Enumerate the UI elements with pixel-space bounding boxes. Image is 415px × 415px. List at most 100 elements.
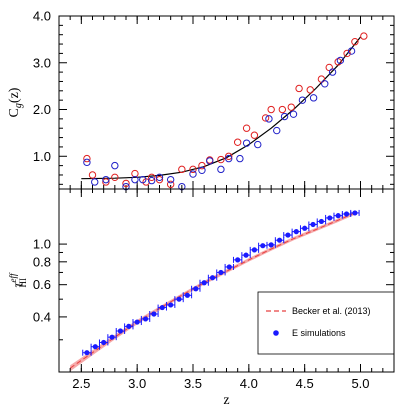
e-sim-point <box>243 252 249 258</box>
becker-line <box>69 212 356 369</box>
blue-open-circle-point <box>131 175 139 184</box>
red-open-circle-point <box>225 152 233 160</box>
top-panel-y-axis-title: Cg(z) <box>7 87 24 117</box>
red-open-circle-point <box>267 105 275 114</box>
e-sim-point <box>159 304 165 311</box>
bottom-panel-frame <box>58 188 395 373</box>
legend-becker-label: Becker et al. (2013) <box>292 306 371 316</box>
bottom-panel-x-tick-label: 3.5 <box>184 376 202 391</box>
e-sim-point <box>201 280 207 286</box>
red-open-circle-point <box>198 161 206 170</box>
blue-open-circle-point <box>206 157 214 165</box>
bottom-panel-x-tick-label: 2.5 <box>72 376 90 391</box>
blue-open-circle-point <box>166 175 175 184</box>
e-sim-point <box>117 328 124 334</box>
bottom-panel-x-tick-label: 4.0 <box>240 376 258 391</box>
red-open-circle-point <box>189 165 197 174</box>
blue-open-circle-point <box>91 178 99 186</box>
top-panel-y-tick-label: 3.0 <box>33 55 51 70</box>
e-sim-point <box>142 316 149 322</box>
bottom-panel-y-axis-title: τeffHI <box>8 272 28 288</box>
e-sim-point <box>343 211 350 217</box>
blue-open-circle-point <box>289 110 298 118</box>
red-open-circle-point <box>242 124 251 132</box>
e-sim-point <box>218 269 224 276</box>
top-panel-frame <box>58 15 395 190</box>
blue-open-circle-point <box>347 47 356 55</box>
red-open-circle-point <box>102 178 110 186</box>
red-open-circle-point <box>155 175 164 184</box>
bottom-panel: 0.4 0.6 0.8 1.0 2.5 3.0 3.5 4.0 4.5 5.0 Becker et … <box>8 188 395 408</box>
blue-open-circle-point <box>236 154 244 163</box>
x-axis-title: z <box>223 393 229 408</box>
e-sim-point <box>285 232 291 238</box>
e-sim-point <box>84 350 90 356</box>
blue-open-circle-point <box>336 56 345 65</box>
e-sim-point <box>168 302 174 308</box>
blue-open-circle-point <box>102 175 110 184</box>
blue-open-circle-point <box>309 94 318 102</box>
blue-open-circle-point <box>254 140 262 149</box>
e-sim-point <box>151 311 157 317</box>
e-sim-point <box>134 319 140 325</box>
blue-open-circle-point <box>139 175 147 184</box>
e-sim-point <box>235 257 241 263</box>
blue-open-circle-point <box>217 165 225 174</box>
top-panel-y-tick-label: 1.0 <box>33 149 51 164</box>
e-sim-point <box>92 344 98 350</box>
e-sim-point <box>209 275 216 281</box>
blue-open-circle-point <box>328 68 337 76</box>
fit-curve <box>81 36 361 180</box>
e-sim-point <box>268 242 274 248</box>
red-open-circle-point <box>178 165 186 174</box>
top-panel-y-tick-label: 4.0 <box>33 9 51 24</box>
e-sim-point <box>226 264 232 270</box>
red-open-circle-point <box>325 63 333 72</box>
red-open-circle-point <box>131 169 139 178</box>
blue-open-circle-point <box>321 80 329 88</box>
blue-open-circle-point <box>111 161 119 170</box>
e-sim-point <box>335 213 341 219</box>
red-open-circle-point <box>287 103 295 111</box>
red-open-circle-point <box>261 114 270 122</box>
bottom-panel-x-tick-label: 5.0 <box>351 376 369 391</box>
e-sim-point <box>176 296 182 302</box>
e-sim-point <box>318 218 325 225</box>
bottom-panel-y-tick-label: 0.8 <box>33 254 51 269</box>
red-open-circle-point <box>88 171 97 179</box>
red-open-circle-point <box>217 155 225 164</box>
red-open-circle-point <box>147 173 156 182</box>
bottom-panel-x-tick-label: 3.0 <box>128 376 146 391</box>
red-open-circle-point <box>122 179 130 188</box>
legend-box <box>257 291 395 355</box>
blue-open-circle-point <box>189 170 197 178</box>
e-sim-point <box>310 221 316 228</box>
red-open-circle-point <box>250 131 259 139</box>
blue-open-circle-point <box>147 176 156 185</box>
bottom-panel-y-tick-label: 0.6 <box>33 277 51 292</box>
red-open-circle-point <box>278 105 287 114</box>
e-sim-point <box>327 215 333 221</box>
red-open-circle-point <box>317 75 326 83</box>
blue-open-circle-point <box>273 126 281 135</box>
blue-open-circle-point <box>265 115 273 123</box>
red-open-circle-point <box>360 32 368 40</box>
bottom-panel-y-tick-label: 1.0 <box>33 237 51 252</box>
e-sim-point <box>260 243 266 249</box>
legend-e-sim-label: E simulations <box>292 328 346 338</box>
e-sim-point <box>193 286 199 292</box>
red-open-circle-point <box>233 138 242 146</box>
red-open-circle-point <box>83 154 91 163</box>
bottom-panel-y-tick-label: 0.4 <box>33 309 51 324</box>
e-sim-point <box>302 225 308 231</box>
bottom-panel-x-tick-label: 4.5 <box>296 376 314 391</box>
e-sim-point <box>352 210 358 216</box>
red-open-circle-point <box>166 180 175 189</box>
e-sim-point <box>184 292 191 298</box>
blue-open-circle-point <box>83 158 91 167</box>
blue-open-circle-point <box>155 173 164 182</box>
red-open-circle-point <box>111 173 119 182</box>
top-panel-y-tick-label: 2.0 <box>33 102 51 117</box>
e-sim-point <box>101 339 107 346</box>
